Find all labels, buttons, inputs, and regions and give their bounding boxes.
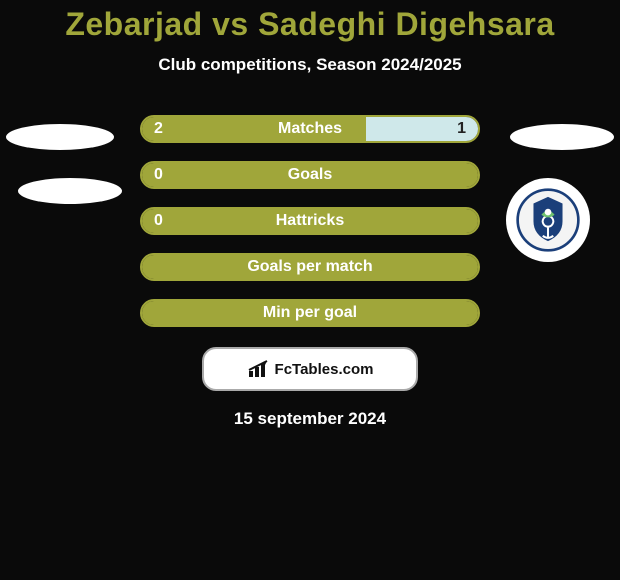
fctables-badge[interactable]: FcTables.com: [202, 347, 418, 391]
stat-value-right: 1: [457, 120, 466, 138]
stats-list: Matches21Goals0Hattricks0Goals per match…: [140, 115, 480, 327]
decoration-ellipse: [510, 124, 614, 150]
subtitle: Club competitions, Season 2024/2025: [0, 55, 620, 75]
team-crest: [506, 178, 590, 262]
stat-label: Hattricks: [142, 212, 478, 230]
decoration-ellipse: [18, 178, 122, 204]
update-date: 15 september 2024: [0, 409, 620, 429]
page-title: Zebarjad vs Sadeghi Digehsara: [0, 6, 620, 43]
stat-row: Goals per match: [140, 253, 480, 281]
stat-row: Min per goal: [140, 299, 480, 327]
bars-icon: [247, 359, 271, 379]
badge-text: FcTables.com: [275, 361, 374, 378]
stat-row: Matches2 1: [140, 115, 480, 143]
stat-value-left: 0: [154, 212, 163, 230]
stat-label: Matches: [142, 120, 478, 138]
stat-row: Goals0: [140, 161, 480, 189]
stat-value-left: 2: [154, 120, 163, 138]
stat-label: Min per goal: [142, 304, 478, 322]
stat-label: Goals: [142, 166, 478, 184]
crest-icon: [515, 187, 581, 253]
decoration-ellipse: [6, 124, 114, 150]
stat-row: Hattricks0: [140, 207, 480, 235]
stat-value-left: 0: [154, 166, 163, 184]
stat-label: Goals per match: [142, 258, 478, 276]
